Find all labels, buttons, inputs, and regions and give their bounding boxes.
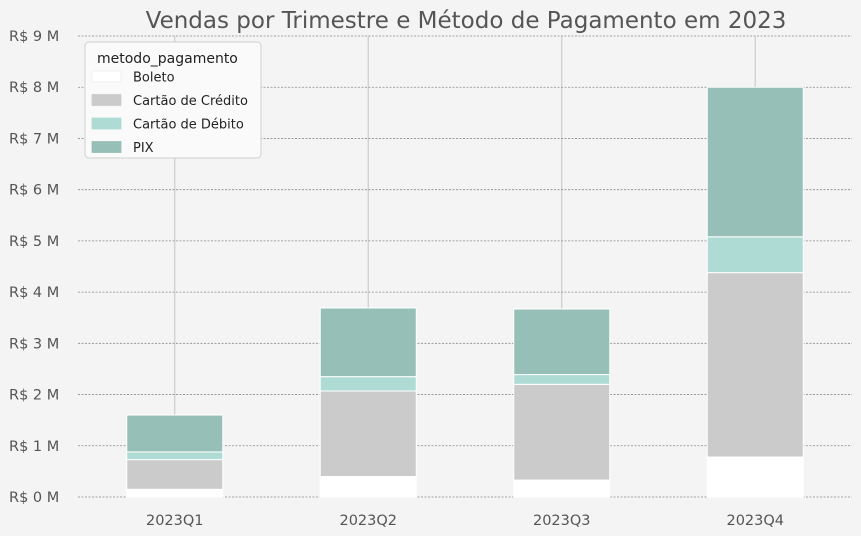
y-tick-label: R$ 5 M [9, 234, 59, 250]
bar-segment [126, 488, 224, 498]
legend-title: metodo_pagamento [97, 51, 238, 67]
y-tick-label: R$ 9 M [9, 29, 59, 45]
legend-swatch [91, 94, 122, 106]
x-tick-label: 2023Q1 [146, 513, 204, 529]
legend-item-label: PIX [133, 141, 154, 156]
y-tick-label: R$ 1 M [9, 439, 59, 455]
bar-segment [126, 451, 224, 461]
bar-segment [126, 414, 224, 453]
x-axis-ticks: 2023Q1 2023Q2 2023Q3 2023Q4 [146, 513, 784, 529]
bars [126, 86, 804, 498]
x-tick-label: 2023Q2 [339, 513, 397, 529]
bar-segment [319, 390, 417, 478]
legend-swatch [91, 117, 122, 130]
y-tick-label: R$ 6 M [9, 183, 59, 199]
bar-segment [706, 86, 804, 238]
legend-swatch [91, 141, 122, 153]
y-axis-ticks: R$ 0 M R$ 1 M R$ 2 M R$ 3 M R$ 4 M R$ 5 M R$ 6… [9, 29, 59, 506]
bar-segment [319, 376, 417, 392]
bar-segment [513, 374, 611, 385]
chart-title: Vendas por Trimestre e Método de Pagamen… [146, 8, 787, 34]
x-tick-label: 2023Q3 [533, 513, 591, 529]
legend-item-label: Cartão de Débito [133, 118, 244, 133]
y-tick-label: R$ 7 M [9, 131, 59, 147]
bar-segment [319, 307, 417, 378]
x-tick-label: 2023Q4 [726, 513, 784, 529]
legend-item-label: Boleto [133, 71, 175, 86]
legend-box [84, 41, 262, 159]
y-tick-label: R$ 3 M [9, 336, 59, 352]
legend: metodo_pagamento Boleto Cartão de Crédito… [84, 41, 262, 159]
y-tick-label: R$ 4 M [9, 285, 59, 301]
y-tick-label: R$ 2 M [9, 388, 59, 404]
bar-segment [126, 459, 224, 490]
bar-segment [706, 272, 804, 458]
y-tick-label: R$ 8 M [9, 80, 59, 96]
bar-segment [513, 383, 611, 481]
bar-segment [706, 236, 804, 274]
bar-segment [706, 456, 804, 498]
legend-items: Boleto Cartão de Crédito Cartão de Débito P… [91, 70, 248, 156]
bar-segment [513, 479, 611, 498]
bar-segment [319, 476, 417, 498]
legend-swatch [91, 70, 122, 83]
legend-item-label: Cartão de Crédito [133, 94, 248, 109]
bar-segment [513, 308, 611, 376]
y-tick-label: R$ 0 M [9, 490, 59, 506]
